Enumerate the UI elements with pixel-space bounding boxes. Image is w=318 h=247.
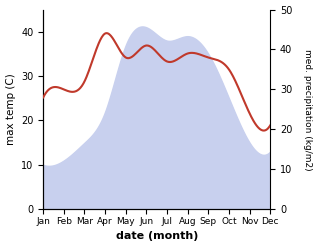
Y-axis label: max temp (C): max temp (C) <box>5 74 16 145</box>
X-axis label: date (month): date (month) <box>115 231 198 242</box>
Y-axis label: med. precipitation (kg/m2): med. precipitation (kg/m2) <box>303 49 313 170</box>
